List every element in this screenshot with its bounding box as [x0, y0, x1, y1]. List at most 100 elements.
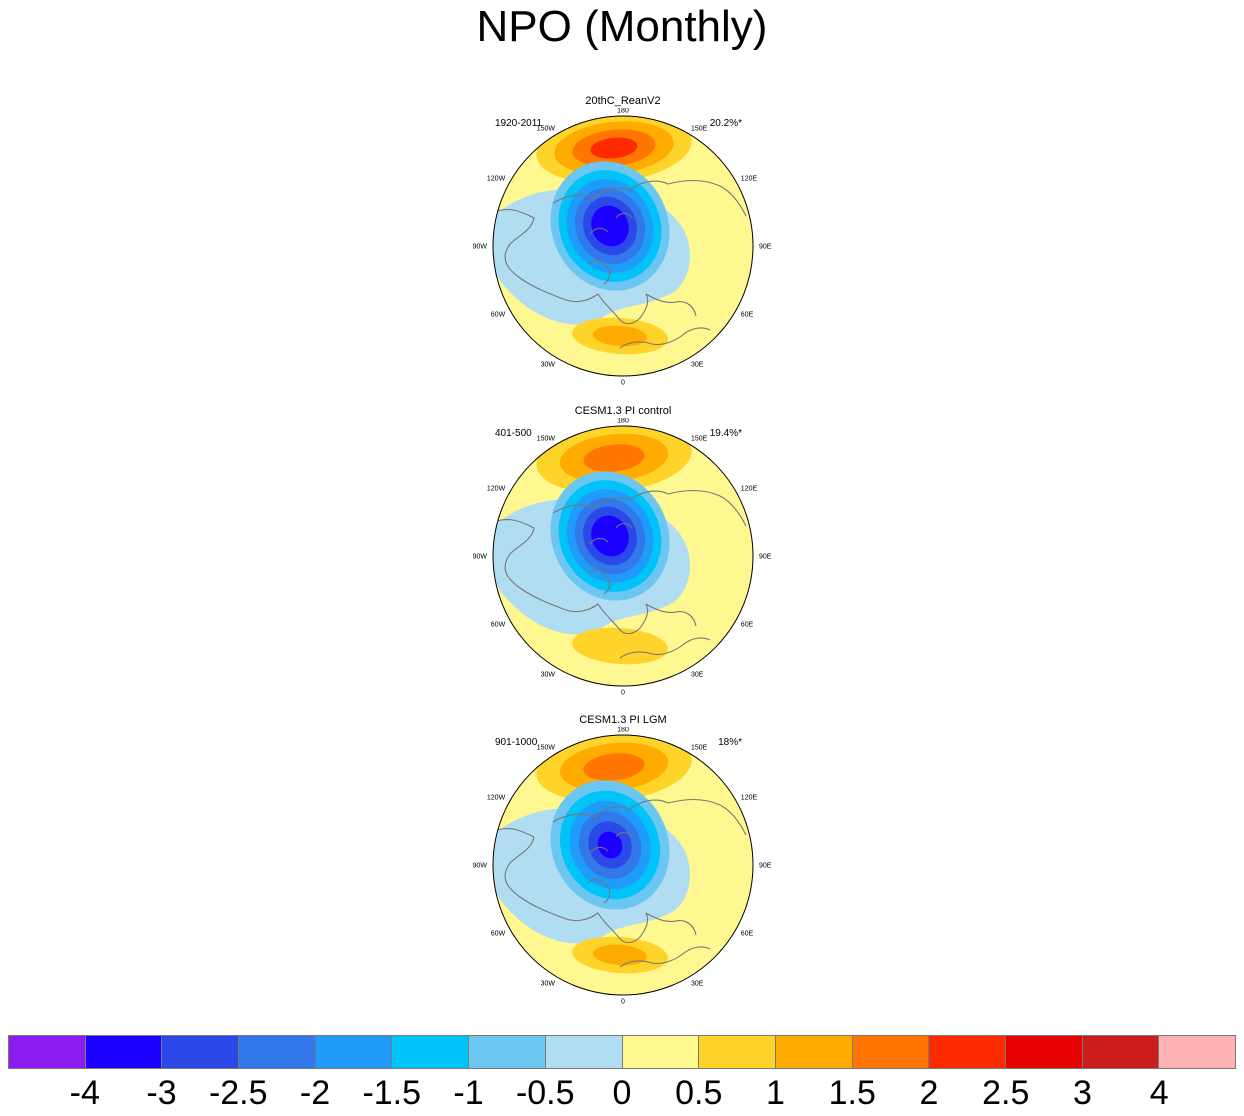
colorbar-swatch [392, 1035, 470, 1069]
coastline [493, 798, 747, 968]
colorbar-label: 2 [919, 1074, 939, 1112]
longitude-label: 120E [741, 795, 758, 802]
longitude-label: 0 [621, 380, 625, 387]
colorbar-swatch [1159, 1035, 1236, 1069]
pacific-high-contour [583, 753, 645, 781]
longitude-label: 30E [691, 980, 704, 987]
longitude-label: 180 [617, 418, 629, 425]
longitude-label: 90E [759, 554, 772, 561]
colorbar-label: 2.5 [982, 1074, 1030, 1112]
longitude-label: 120E [741, 486, 758, 493]
map-border [492, 734, 754, 996]
longitude-label: 150W [537, 126, 556, 133]
longitude-label: 120W [487, 795, 506, 802]
longitude-label: 60E [741, 931, 754, 938]
colorbar-swatch [775, 1035, 853, 1069]
coastline [493, 489, 747, 659]
longitude-label: 180 [617, 727, 629, 734]
longitude-label: 0 [621, 690, 625, 697]
longitude-label: 60W [491, 622, 506, 629]
longitude-label: 60E [741, 312, 754, 319]
colorbar-swatch [929, 1035, 1006, 1069]
atlantic-high-contour [572, 627, 668, 665]
longitude-label: 150E [691, 436, 708, 443]
panel-title: CESM1.3 PI LGM [579, 714, 667, 726]
colorbar-label: -4 [69, 1074, 100, 1112]
arctic-low-contour [599, 524, 621, 548]
atlantic-high-contour [592, 944, 648, 966]
map-border [492, 115, 754, 377]
map-border [492, 425, 754, 687]
figure-title: NPO (Monthly) [476, 2, 768, 51]
atlantic-high-contour [592, 325, 648, 347]
colorbar-label: -2.5 [208, 1074, 268, 1112]
longitude-label: 60W [491, 312, 506, 319]
longitude-label: 150E [691, 126, 708, 133]
longitude-label: 120E [741, 176, 758, 183]
longitude-label: 30E [691, 671, 704, 678]
colorbar-swatch [699, 1035, 776, 1069]
longitude-label: 0 [621, 999, 625, 1006]
colorbar-label: -3 [146, 1074, 177, 1112]
colorbar-swatch [162, 1035, 240, 1069]
colorbar-label: 1 [766, 1074, 785, 1112]
pacific-high-contour [590, 137, 638, 159]
colorbar-swatch [85, 1035, 163, 1069]
anomaly-field [493, 735, 753, 995]
longitude-label: 90W [473, 554, 488, 561]
longitude-label: 30W [541, 980, 556, 987]
longitude-label: 180 [617, 108, 629, 115]
colorbar-swatch [1082, 1035, 1160, 1069]
colorbar-label: 1.5 [828, 1074, 876, 1112]
longitude-label: 90W [473, 244, 488, 251]
longitude-label: 150W [537, 436, 556, 443]
longitude-label: 150W [537, 745, 556, 752]
arctic-low-contour [597, 831, 623, 859]
polar-map: 180 150E 120E 90E 60E 30E 0 30W 60W 90W 120W 150W [473, 727, 772, 1006]
panel-title: CESM1.3 PI control [574, 405, 672, 417]
panel-explained-variance: 20.2%* [709, 118, 742, 129]
polar-map: 180 150E 120E 90E 60E 30E 0 30W 60W 90W 120W 150W [473, 418, 772, 697]
colorbar-swatch [469, 1035, 546, 1069]
longitude-label: 60E [741, 622, 754, 629]
colorbar-label: 3 [1073, 1074, 1092, 1112]
polar-map: 180 150E 120E 90E 60E 30E 0 30W 60W 90W 120W 150W [473, 108, 772, 387]
anomaly-field [493, 116, 753, 376]
longitude-label: 90E [759, 244, 772, 251]
colorbar-swatch [315, 1035, 393, 1069]
longitude-label: 150E [691, 745, 708, 752]
panel-title: 20thC_ReanV2 [585, 95, 661, 107]
map-panel-2: CESM1.3 PI control 401-500 19.4%* 180 150… [470, 404, 776, 704]
anomaly-field [493, 426, 753, 686]
colorbar-label: 0.5 [675, 1074, 723, 1112]
longitude-label: 30W [541, 671, 556, 678]
longitude-label: 120W [487, 486, 506, 493]
panel-explained-variance: 19.4%* [709, 428, 742, 439]
panel-years: 1920-2011 [495, 118, 543, 129]
map-panel-1: 20thC_ReanV2 1920-2011 20.2%* 180 150E 120… [470, 94, 776, 394]
colorbar-label: -1 [453, 1074, 484, 1112]
longitude-label: 30E [691, 361, 704, 368]
colorbar-label: -0.5 [515, 1074, 575, 1112]
map-panel-3: CESM1.3 PI LGM 901-1000 18%* 180 150E 120E… [470, 713, 776, 1013]
colorbar [8, 1035, 1236, 1069]
colorbar-swatch [239, 1035, 316, 1069]
arctic-low-contour [599, 214, 621, 238]
longitude-label: 90E [759, 863, 772, 870]
colorbar-label: -1.5 [362, 1074, 422, 1112]
colorbar-swatch [852, 1035, 930, 1069]
panel-years: 901-1000 [495, 737, 538, 748]
colorbar-label: 0 [612, 1074, 632, 1112]
pacific-high-contour [583, 444, 645, 472]
colorbar-label: -2 [299, 1074, 331, 1112]
colorbar-swatch [8, 1035, 86, 1069]
longitude-label: 120W [487, 176, 506, 183]
colorbar-swatch [545, 1035, 623, 1069]
longitude-label: 90W [473, 863, 488, 870]
panel-years: 401-500 [495, 428, 532, 439]
longitude-label: 60W [491, 931, 506, 938]
coastline [493, 179, 747, 349]
colorbar-labels: -4 -3 -2.5 -2 -1.5 -1 -0.5 0 0.5 1 1.5 2 2.5 3 4 [8, 1073, 1236, 1113]
colorbar-label: 4 [1149, 1074, 1169, 1112]
colorbar-swatch [622, 1035, 700, 1069]
